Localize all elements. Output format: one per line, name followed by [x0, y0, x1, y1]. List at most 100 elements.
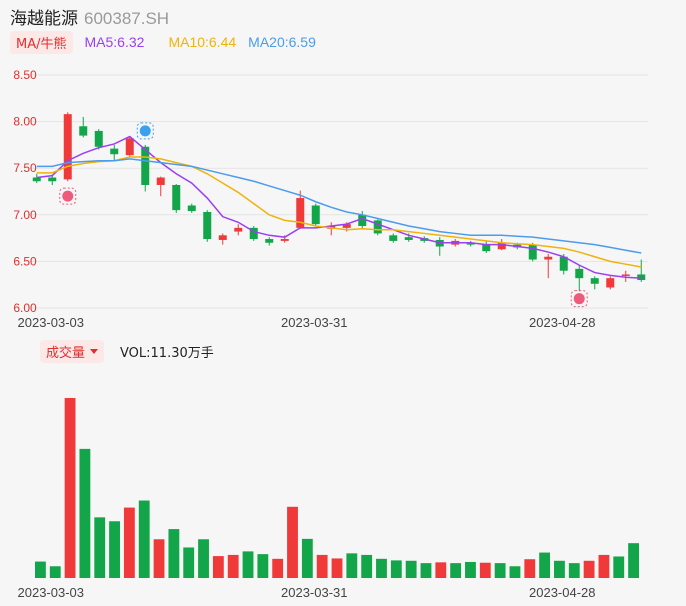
candle-body — [373, 220, 382, 234]
volume-bar — [465, 561, 476, 578]
candle-body — [63, 114, 72, 180]
volume-bar — [405, 560, 417, 578]
y-tick-label: 8.50 — [13, 68, 37, 82]
badge-dot — [62, 190, 74, 202]
candle-body — [544, 256, 553, 260]
candle-body — [497, 242, 506, 250]
volume-bar — [183, 547, 195, 578]
volume-indicator-label: 成交量 — [46, 345, 86, 361]
candle-body — [218, 235, 227, 240]
volume-bar — [301, 538, 313, 578]
candle-body — [141, 146, 150, 185]
volume-bar — [628, 543, 639, 578]
candle-body — [528, 244, 537, 260]
volume-indicator-dropdown[interactable]: 成交量 — [40, 339, 105, 363]
ma10-line — [36, 156, 642, 268]
volume-bar — [242, 551, 254, 578]
volume-bar — [420, 563, 432, 578]
x-tick-label: 2023-03-31 — [281, 585, 348, 600]
volume-bar — [168, 529, 180, 578]
volume-bar — [613, 556, 625, 578]
candle-body — [482, 244, 491, 252]
ma5-label: MA5:6.32 — [84, 34, 145, 50]
candle-body — [590, 278, 599, 284]
volume-bar — [153, 539, 165, 578]
volume-bar — [227, 554, 239, 578]
bull-signal-icon — [570, 290, 588, 308]
candle-body — [296, 198, 305, 228]
x-tick-label: 2023-03-03 — [18, 585, 85, 600]
candle-body — [358, 214, 367, 226]
candle-body — [110, 148, 119, 155]
ma5-line — [36, 135, 642, 279]
stock-code: 600387.SH — [84, 9, 170, 28]
candle-body — [404, 237, 413, 240]
volume-bar — [539, 552, 551, 578]
badge-dot — [139, 125, 151, 137]
candle-body — [559, 256, 568, 271]
candle-body — [621, 274, 630, 276]
x-tick-label: 2023-03-31 — [281, 315, 348, 330]
candle-body — [606, 278, 615, 288]
volume-bar — [598, 554, 610, 578]
candle-body — [94, 130, 103, 147]
x-tick-label: 2023-03-03 — [18, 315, 85, 330]
volume-bar — [376, 558, 387, 578]
volume-bar — [49, 566, 61, 578]
volume-bar — [109, 521, 120, 578]
volume-bar — [212, 556, 224, 578]
ma20-label: MA20:6.59 — [248, 34, 316, 50]
candle-body — [575, 268, 584, 279]
candle-body — [342, 224, 351, 228]
candle-body — [32, 177, 41, 182]
bear-signal-icon — [136, 122, 154, 140]
volume-bar — [450, 563, 462, 578]
caret-down-icon — [90, 348, 99, 354]
volume-bar — [64, 398, 76, 578]
y-tick-label: 7.50 — [13, 161, 37, 175]
x-tick-label: 2023-04-28 — [529, 585, 596, 600]
volume-bar — [346, 553, 358, 578]
ma-indicator-toggle[interactable]: MA/牛熊 — [10, 30, 73, 54]
candle-body — [187, 205, 196, 212]
volume-bar — [79, 448, 91, 578]
volume-bar — [568, 563, 580, 578]
candle-body — [79, 126, 88, 136]
badge-dot — [573, 293, 585, 305]
candle-body — [466, 242, 475, 245]
volume-bar — [198, 539, 209, 578]
candle-body — [125, 138, 134, 156]
volume-bar — [316, 554, 328, 578]
volume-value: VOL:11.30万手 — [120, 345, 214, 361]
volume-bar — [272, 558, 284, 578]
bull-signal-icon — [59, 187, 77, 205]
volume-bar — [494, 563, 506, 578]
volume-bar — [123, 507, 135, 578]
candle-body — [280, 239, 289, 241]
volume-bar — [361, 554, 373, 578]
candle-body — [311, 205, 320, 225]
ma10-label: MA10:6.44 — [168, 34, 237, 50]
badge-outline — [570, 290, 588, 308]
candle-body — [156, 177, 165, 185]
volume-bar — [35, 561, 46, 578]
volume-bar — [554, 560, 565, 578]
y-tick-label: 7.00 — [13, 208, 37, 222]
candle-body — [203, 212, 212, 240]
volume-bar — [524, 559, 536, 578]
badge-outline — [136, 122, 154, 140]
volume-bar — [287, 506, 298, 578]
candle-body — [48, 177, 57, 182]
volume-bar — [390, 560, 402, 578]
candle-body — [234, 227, 243, 232]
y-tick-label: 8.00 — [13, 115, 37, 129]
volume-bar — [257, 554, 269, 578]
volume-bar — [479, 562, 491, 578]
badge-outline — [59, 187, 77, 205]
candle-body — [637, 274, 646, 281]
volume-bar — [331, 558, 343, 578]
volume-legend: 成交量 VOL:11.30万手 — [40, 339, 214, 363]
candle-body — [389, 235, 398, 241]
stock-header: 海越能源 600387.SH — [10, 4, 170, 29]
